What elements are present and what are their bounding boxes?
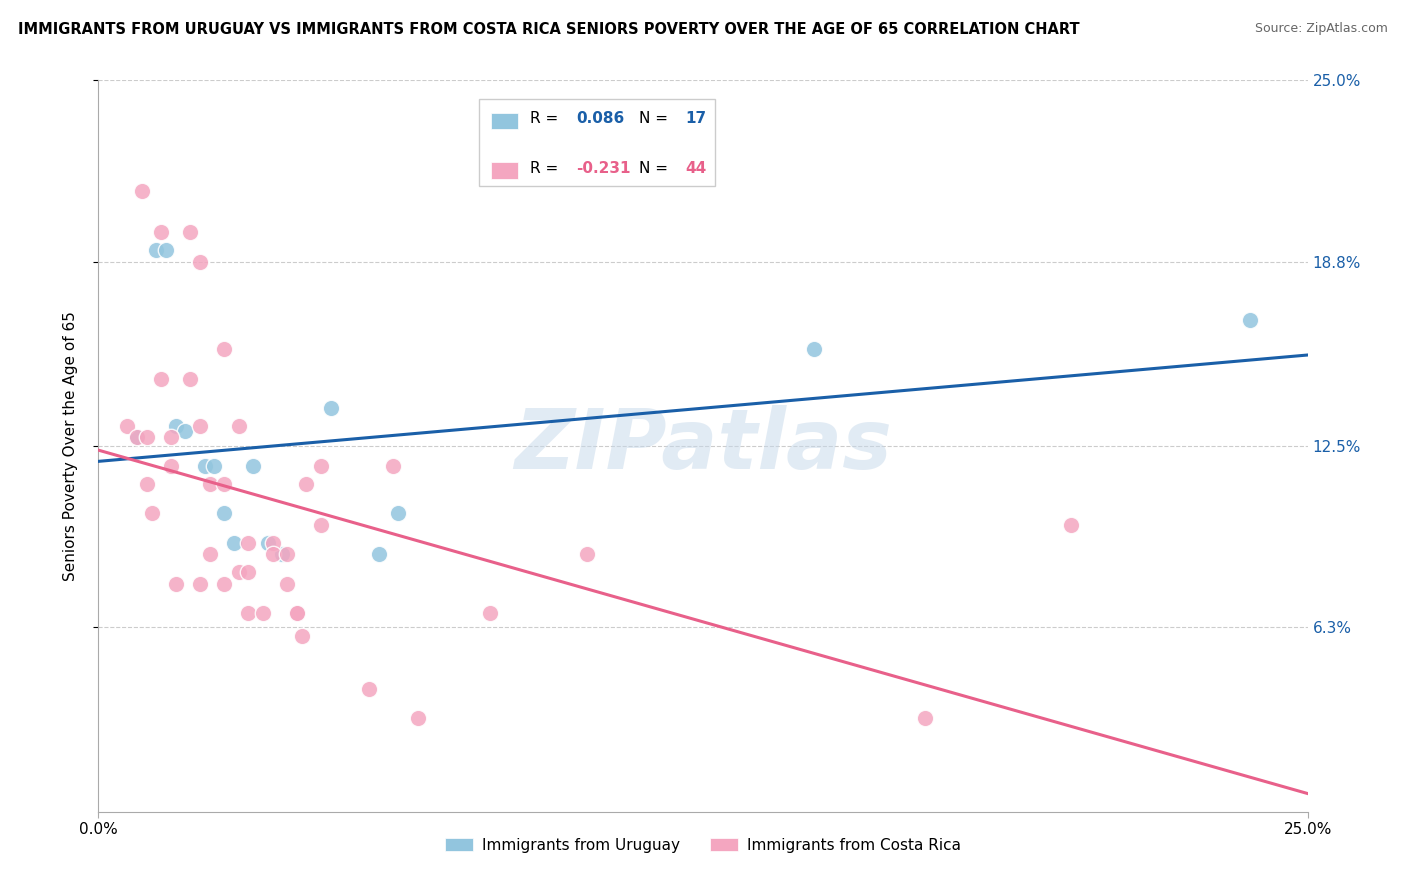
Point <box>135 430 157 444</box>
Point <box>179 226 201 240</box>
Point <box>145 243 167 257</box>
Point <box>575 547 598 561</box>
Point <box>479 606 502 620</box>
Point <box>198 477 221 491</box>
Point <box>165 418 187 433</box>
Point <box>198 547 221 561</box>
Point <box>188 576 211 591</box>
Point <box>212 576 235 591</box>
Point <box>212 343 235 357</box>
Text: 17: 17 <box>685 111 706 126</box>
Point <box>204 459 226 474</box>
Point <box>222 535 245 549</box>
Point <box>160 430 183 444</box>
Bar <box>492 112 517 129</box>
Point <box>1239 313 1261 327</box>
Point <box>359 681 381 696</box>
Point <box>238 535 260 549</box>
Point <box>387 506 409 520</box>
Point <box>276 576 298 591</box>
Text: 44: 44 <box>685 161 706 176</box>
Point <box>309 459 332 474</box>
FancyBboxPatch shape <box>479 99 716 186</box>
Point <box>256 535 278 549</box>
Point <box>295 477 318 491</box>
Point <box>242 459 264 474</box>
Point <box>238 606 260 620</box>
Bar <box>492 162 517 179</box>
Point <box>174 425 197 439</box>
Point <box>238 565 260 579</box>
Point <box>406 711 429 725</box>
Point <box>179 372 201 386</box>
Point <box>290 629 312 643</box>
Point <box>194 459 217 474</box>
Point <box>276 547 298 561</box>
Text: N =: N = <box>638 111 668 126</box>
Text: Source: ZipAtlas.com: Source: ZipAtlas.com <box>1254 22 1388 36</box>
Point <box>262 535 284 549</box>
Point <box>1059 518 1081 533</box>
Text: R =: R = <box>530 161 558 176</box>
Point <box>803 343 825 357</box>
Point <box>150 226 173 240</box>
Point <box>262 547 284 561</box>
Point <box>309 518 332 533</box>
Point <box>131 185 153 199</box>
Point <box>150 372 173 386</box>
Point <box>271 547 294 561</box>
Point <box>141 506 163 520</box>
Point <box>368 547 391 561</box>
Point <box>127 430 149 444</box>
Point <box>160 459 183 474</box>
Point <box>212 506 235 520</box>
Point <box>228 418 250 433</box>
Text: ZIPatlas: ZIPatlas <box>515 406 891 486</box>
Text: 0.086: 0.086 <box>576 111 624 126</box>
Point <box>135 477 157 491</box>
Point <box>914 711 936 725</box>
Point <box>285 606 308 620</box>
Point <box>188 254 211 268</box>
Point <box>127 430 149 444</box>
Point <box>117 418 139 433</box>
Point <box>155 243 177 257</box>
Text: IMMIGRANTS FROM URUGUAY VS IMMIGRANTS FROM COSTA RICA SENIORS POVERTY OVER THE A: IMMIGRANTS FROM URUGUAY VS IMMIGRANTS FR… <box>18 22 1080 37</box>
Point <box>285 606 308 620</box>
Point <box>382 459 405 474</box>
Point <box>212 477 235 491</box>
Point <box>252 606 274 620</box>
Point <box>319 401 342 415</box>
Point <box>228 565 250 579</box>
Text: R =: R = <box>530 111 558 126</box>
Legend: Immigrants from Uruguay, Immigrants from Costa Rica: Immigrants from Uruguay, Immigrants from… <box>439 831 967 859</box>
Point <box>165 576 187 591</box>
Text: -0.231: -0.231 <box>576 161 630 176</box>
Text: N =: N = <box>638 161 668 176</box>
Y-axis label: Seniors Poverty Over the Age of 65: Seniors Poverty Over the Age of 65 <box>63 311 77 581</box>
Point <box>188 418 211 433</box>
